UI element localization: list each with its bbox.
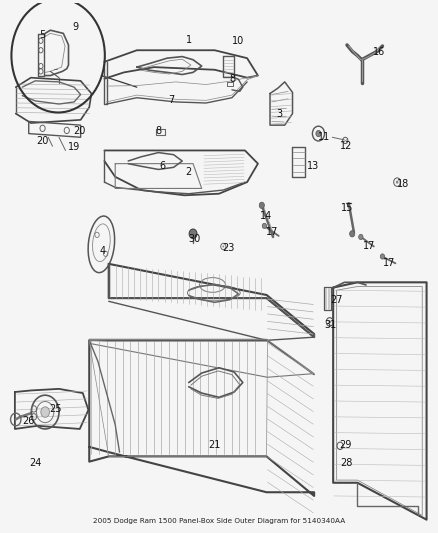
- Text: 12: 12: [339, 141, 352, 151]
- Text: 16: 16: [373, 47, 385, 58]
- Text: 8: 8: [155, 126, 162, 136]
- Text: 30: 30: [188, 233, 201, 244]
- Text: 9: 9: [72, 22, 78, 32]
- Text: 28: 28: [340, 458, 353, 468]
- Text: 2: 2: [186, 166, 192, 176]
- Circle shape: [259, 202, 265, 208]
- Text: 29: 29: [339, 440, 352, 450]
- Text: 17: 17: [363, 241, 376, 251]
- Text: 18: 18: [397, 179, 410, 189]
- Text: 20: 20: [36, 136, 49, 147]
- Circle shape: [328, 320, 331, 324]
- Text: 24: 24: [29, 458, 42, 468]
- Text: 10: 10: [232, 36, 244, 46]
- Text: 3: 3: [276, 109, 283, 118]
- Text: 15: 15: [341, 204, 353, 214]
- Text: 25: 25: [49, 404, 62, 414]
- Text: 8: 8: [229, 74, 235, 84]
- Text: 23: 23: [223, 243, 235, 253]
- Circle shape: [189, 229, 197, 239]
- Text: 31: 31: [324, 319, 336, 329]
- Text: 6: 6: [160, 161, 166, 171]
- Circle shape: [41, 407, 49, 417]
- Text: 19: 19: [67, 142, 80, 152]
- Text: 1: 1: [186, 35, 192, 45]
- Circle shape: [350, 231, 355, 237]
- Text: 7: 7: [168, 95, 175, 106]
- Text: 13: 13: [307, 161, 319, 171]
- Text: 5: 5: [39, 30, 46, 41]
- Text: 21: 21: [208, 440, 221, 450]
- Circle shape: [380, 254, 385, 259]
- Circle shape: [396, 181, 399, 184]
- Text: 26: 26: [22, 416, 35, 425]
- Text: 14: 14: [260, 211, 272, 221]
- Circle shape: [316, 131, 321, 137]
- Text: 4: 4: [99, 246, 105, 256]
- Circle shape: [223, 245, 224, 247]
- Text: 27: 27: [330, 295, 343, 305]
- Text: 17: 17: [383, 259, 396, 268]
- Text: 20: 20: [74, 126, 86, 136]
- Text: 2005 Dodge Ram 1500 Panel-Box Side Outer Diagram for 5140340AA: 2005 Dodge Ram 1500 Panel-Box Side Outer…: [93, 518, 345, 524]
- Circle shape: [262, 223, 267, 229]
- Text: 11: 11: [318, 132, 330, 142]
- Text: 17: 17: [266, 227, 279, 237]
- Circle shape: [359, 235, 363, 240]
